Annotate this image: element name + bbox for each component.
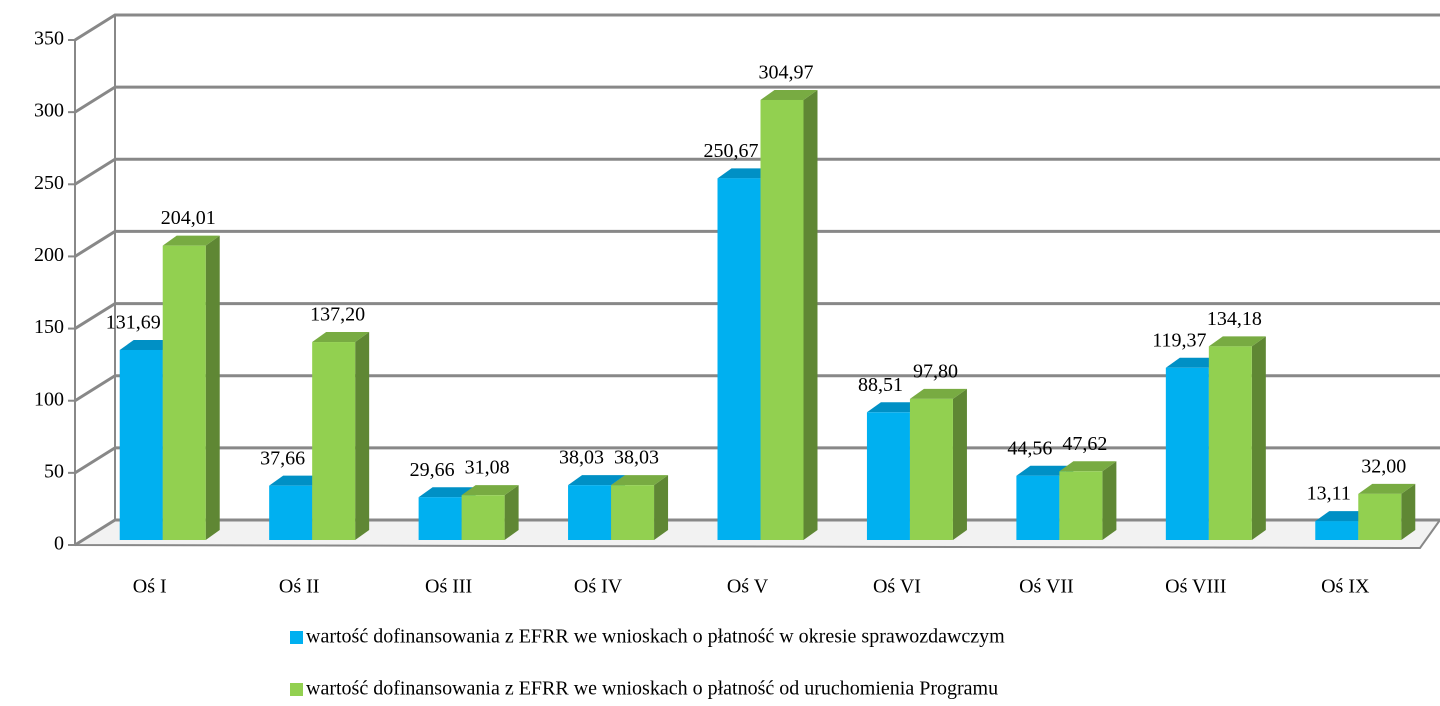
- bar: [760, 99, 804, 540]
- x-tick-label: Oś I: [133, 576, 167, 598]
- legend-swatch: [290, 631, 303, 644]
- bar-side: [1102, 461, 1117, 540]
- bar-top: [909, 388, 967, 399]
- bar: [1016, 475, 1060, 540]
- bar-top: [611, 475, 669, 486]
- x-tick-label: Oś IX: [1321, 576, 1370, 598]
- grid-line: [74, 13, 1440, 42]
- y-tick-label: 250: [34, 172, 64, 194]
- y-tick-label: 300: [34, 100, 64, 122]
- data-label: 131,69: [106, 312, 161, 334]
- bar: [312, 342, 356, 540]
- bar-side: [803, 89, 818, 540]
- bar-top: [461, 485, 519, 496]
- bar: [1165, 367, 1209, 540]
- data-label: 38,03: [614, 447, 659, 469]
- data-label: 13,11: [1307, 483, 1351, 505]
- bar-top: [1059, 461, 1117, 472]
- grid-line: [74, 229, 1440, 258]
- bar-side: [654, 475, 669, 540]
- data-label: 38,03: [559, 447, 604, 469]
- grid-line: [74, 302, 1440, 330]
- data-label: 29,66: [410, 459, 455, 481]
- bar-top: [1358, 483, 1416, 494]
- bar: [1358, 493, 1402, 540]
- x-tick-label: Oś III: [425, 576, 472, 598]
- bar: [269, 485, 313, 540]
- y-tick-label: 50: [44, 460, 64, 482]
- x-tick-label: Oś VI: [873, 576, 921, 598]
- data-label: 250,67: [704, 140, 759, 162]
- legend-label: wartość dofinansowania z EFRR we wnioska…: [306, 626, 1005, 648]
- data-label: 119,37: [1152, 329, 1206, 351]
- data-label: 47,62: [1062, 433, 1107, 455]
- bar-side: [952, 388, 967, 540]
- data-label: 32,00: [1361, 455, 1406, 477]
- y-tick-label: 350: [34, 28, 64, 50]
- legend-swatch: [290, 683, 303, 696]
- bar-top: [269, 475, 327, 486]
- bar-top: [760, 89, 818, 100]
- x-tick-label: Oś IV: [574, 576, 623, 598]
- data-label: 134,18: [1207, 308, 1262, 330]
- data-label: 31,08: [465, 457, 510, 479]
- bar-side: [1251, 336, 1266, 540]
- y-tick-label: 200: [34, 244, 64, 266]
- bar-top: [568, 475, 626, 486]
- bar-top: [1016, 465, 1074, 476]
- data-label: 44,56: [1007, 437, 1052, 459]
- legend-label: wartość dofinansowania z EFRR we wnioska…: [306, 678, 998, 700]
- data-label: 97,80: [913, 360, 958, 382]
- bar-side: [205, 235, 220, 541]
- bar: [162, 245, 206, 541]
- bar: [611, 485, 655, 540]
- y-tick-label: 0: [54, 533, 64, 555]
- bar: [1059, 471, 1103, 540]
- y-tick-label: 100: [34, 388, 64, 410]
- bar-top: [418, 487, 476, 498]
- bar: [909, 398, 953, 540]
- bar: [568, 485, 612, 540]
- grid-line: [74, 157, 1440, 186]
- bar: [418, 497, 462, 540]
- grid-line: [74, 374, 1440, 402]
- bar: [1315, 521, 1359, 540]
- bar-side: [504, 485, 519, 540]
- y-tick-label: 150: [34, 316, 64, 338]
- bar-top: [312, 332, 370, 343]
- bar-side: [355, 332, 370, 540]
- data-label: 37,66: [260, 447, 305, 469]
- bar-top: [717, 168, 775, 179]
- data-label: 137,20: [310, 304, 365, 326]
- bar-top: [1208, 336, 1266, 347]
- bar-top: [866, 402, 924, 413]
- bar-top: [162, 235, 220, 246]
- x-tick-label: Oś V: [727, 576, 769, 598]
- bar-side: [1401, 483, 1416, 540]
- grid-line: [74, 518, 1440, 547]
- x-tick-label: Oś II: [279, 576, 320, 598]
- bar: [866, 412, 910, 540]
- data-label: 304,97: [759, 62, 814, 84]
- bar-top: [1165, 357, 1223, 368]
- bar: [119, 349, 163, 540]
- x-tick-label: Oś VII: [1019, 576, 1074, 598]
- bar: [461, 495, 505, 540]
- bar: [717, 178, 761, 540]
- data-label: 88,51: [858, 374, 903, 396]
- data-label: 204,01: [161, 207, 216, 229]
- bar-top: [119, 339, 177, 350]
- bar-top: [1315, 511, 1373, 522]
- bar: [1208, 346, 1252, 540]
- x-tick-label: Oś VIII: [1165, 576, 1226, 598]
- grid-line: [74, 446, 1440, 475]
- grid-line: [74, 85, 1440, 114]
